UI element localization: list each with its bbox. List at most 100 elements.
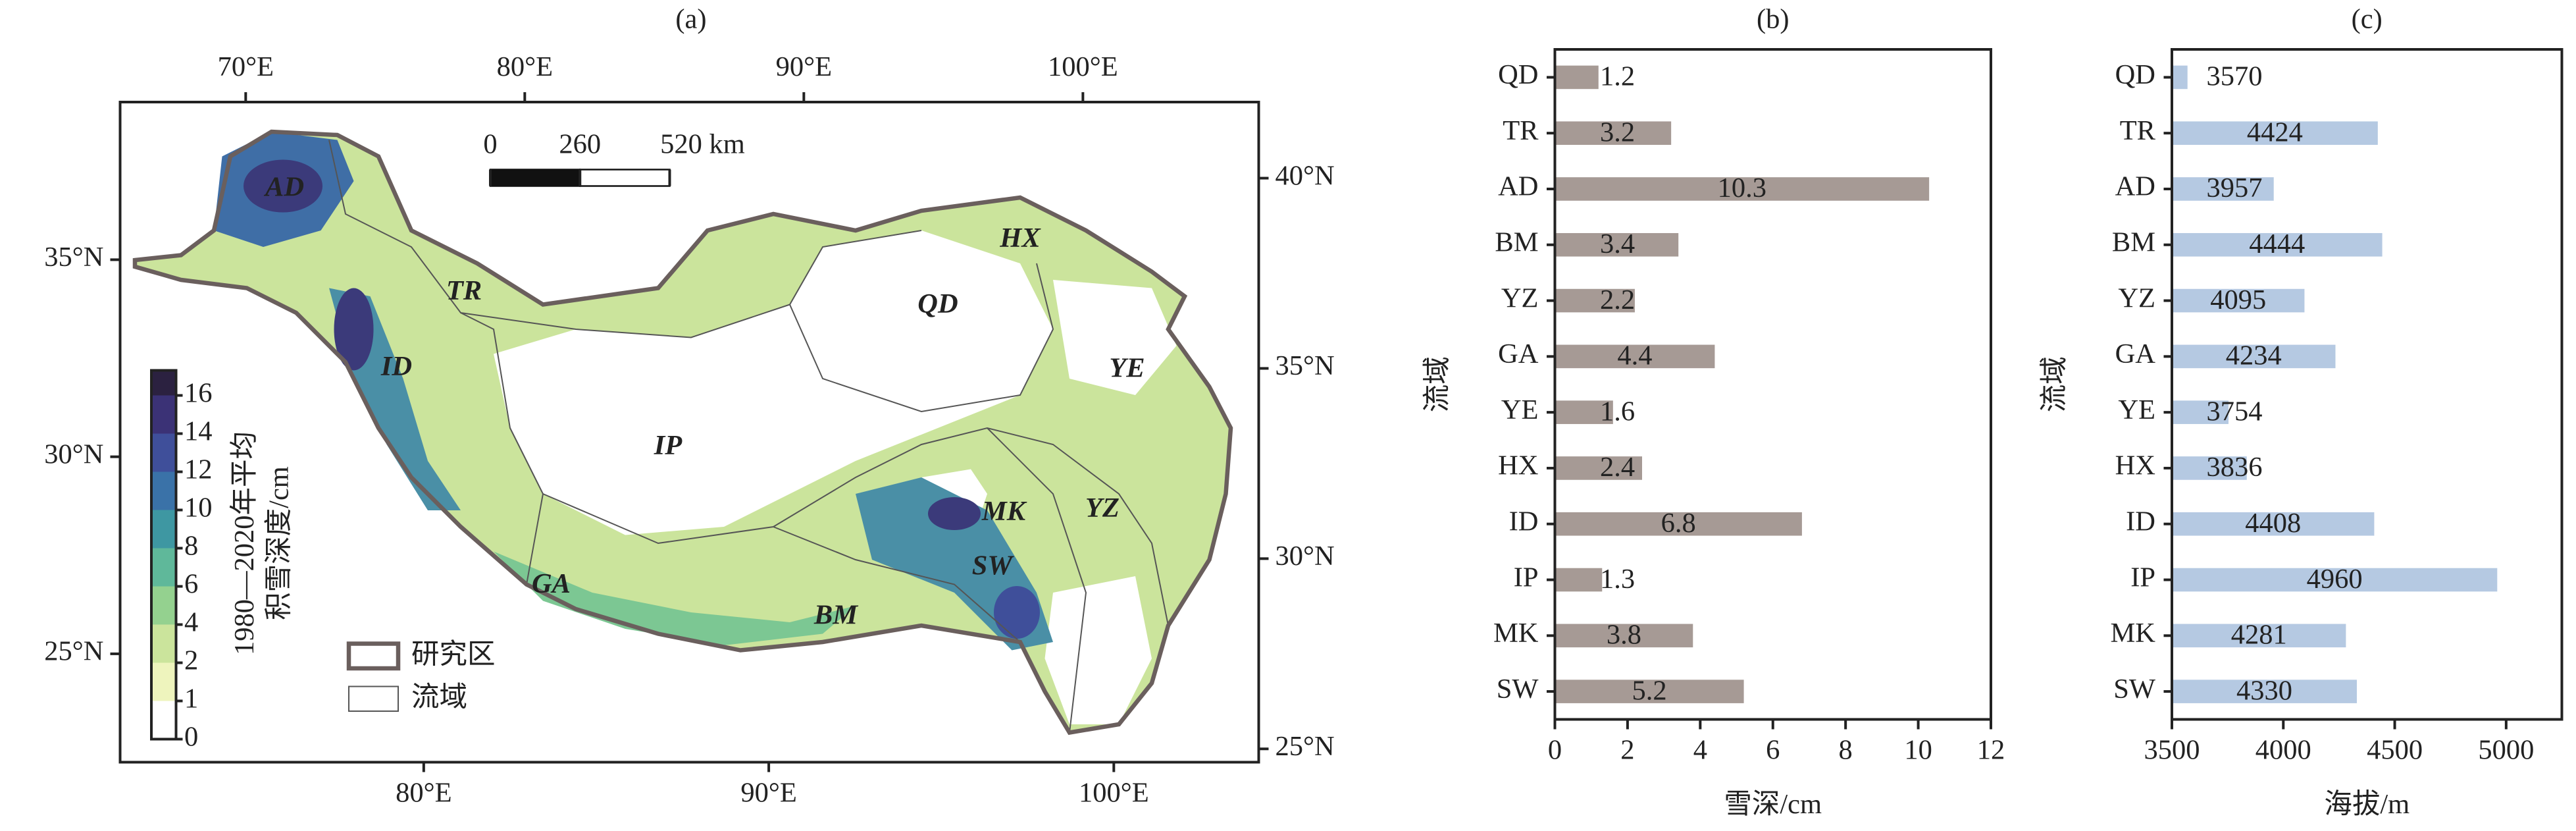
y-tick-label: BM [1495, 227, 1538, 258]
scale-label: 0 [483, 128, 497, 159]
value-label: 3957 [2207, 173, 2263, 203]
colorbar-tick-label: 4 [184, 606, 198, 637]
y-tick-label: YZ [1501, 282, 1539, 313]
basin-label: HX [999, 223, 1041, 254]
panel-title: (b) [1757, 3, 1790, 34]
colorbar-frame [150, 369, 178, 741]
legend-swatch [346, 641, 401, 671]
y-tick-label: 30°N [44, 439, 103, 469]
y-tick-label: YZ [2118, 282, 2155, 313]
bar [1555, 121, 1672, 145]
x-tick-label: 100°E [1079, 777, 1149, 808]
axes-frame [1553, 48, 1993, 721]
bar [1555, 624, 1693, 648]
colorbar-segment [151, 624, 176, 663]
legend-label: 流域 [411, 682, 467, 712]
x-tick-label: 10 [1904, 734, 1932, 765]
bar [2172, 512, 2375, 536]
deep-snow [244, 159, 322, 213]
y-tick-label: HX [1498, 450, 1538, 481]
colorbar-tick-label: 1 [184, 683, 198, 714]
y-tick-label: HX [2115, 450, 2155, 481]
study-area-outline [132, 129, 1233, 736]
value-label: 4.4 [1617, 340, 1652, 371]
bar [1555, 177, 1930, 201]
y-tick-label: BM [2112, 227, 2155, 258]
bar [2172, 456, 2247, 480]
y-tick-label: AD [2115, 171, 2155, 202]
legend-swatch [348, 685, 399, 712]
bar [1555, 512, 1802, 536]
x-axis-label: 海拔/m [2324, 789, 2409, 820]
basin-boundary [328, 140, 544, 585]
colorbar-segment [151, 433, 176, 472]
deep-snow [928, 497, 981, 530]
x-tick-label: 12 [1977, 734, 2005, 765]
colorbar-segment [151, 548, 176, 587]
basin-label: TR [446, 275, 482, 306]
bar [2172, 65, 2188, 90]
bar [2172, 624, 2346, 648]
basin-label: GA [532, 568, 571, 599]
value-label: 4444 [2249, 228, 2305, 259]
value-label: 10.3 [1718, 173, 1766, 203]
y-tick-label: 25°N [44, 636, 103, 667]
colorbar-label: 1980—2020年平均 [229, 431, 260, 655]
y-tick-label: QD [1498, 59, 1538, 90]
y-tick-label: AD [1498, 171, 1538, 202]
value-label: 4281 [2231, 620, 2287, 651]
basin-boundary [789, 263, 1054, 413]
bar [1555, 568, 1603, 592]
colorbar-tick-label: 2 [184, 645, 198, 676]
y-tick-label: 25°N [1275, 731, 1335, 762]
colorbar-segment [151, 586, 176, 625]
basin-label: AD [263, 171, 304, 202]
legend-label: 研究区 [411, 639, 496, 670]
y-tick-label: 35°N [44, 242, 103, 273]
bar [2172, 177, 2274, 201]
basin-boundary [542, 427, 1169, 626]
x-tick-label: 4500 [2367, 734, 2423, 765]
colorbar-tick-label: 8 [184, 530, 198, 561]
no-snow-area [1053, 280, 1177, 395]
basin-label: ID [380, 351, 412, 382]
y-tick-label: 30°N [1275, 541, 1335, 572]
bar [2172, 568, 2498, 592]
no-snow-area [1044, 576, 1152, 724]
value-label: 4234 [2226, 340, 2282, 371]
x-tick-label: 8 [1839, 734, 1853, 765]
x-tick-label: 2 [1620, 734, 1634, 765]
basin-boundary [987, 427, 1087, 733]
x-tick-label: 100°E [1048, 51, 1118, 82]
colorbar-segment [151, 395, 176, 434]
basin-label: IP [654, 430, 683, 461]
value-label: 1.3 [1600, 564, 1635, 595]
basin-label: MK [981, 496, 1027, 527]
value-label: 1.2 [1600, 61, 1635, 92]
colorbar-tick-label: 16 [184, 377, 213, 408]
x-tick-label: 80°E [497, 51, 553, 82]
bar [2172, 288, 2305, 313]
colorbar-tick-label: 12 [184, 454, 213, 485]
y-axis-label: 流域 [2039, 356, 2070, 412]
bar [1555, 65, 1599, 90]
scale-label: 520 km [660, 128, 745, 159]
value-label: 3.4 [1600, 228, 1635, 259]
colorbar-segment [151, 471, 176, 510]
deep-snow [334, 288, 374, 371]
y-tick-label: TR [2120, 115, 2156, 146]
value-label: 4960 [2307, 564, 2363, 595]
x-tick-label: 90°E [776, 51, 832, 82]
scale-label: 260 [559, 128, 601, 159]
value-label: 3836 [2207, 452, 2263, 483]
bar [2172, 232, 2383, 257]
colorbar-segment [151, 370, 176, 396]
y-tick-label: QD [2115, 59, 2155, 90]
y-tick-label: TR [1503, 115, 1539, 146]
basin-label: SW [972, 550, 1015, 581]
bar [2172, 344, 2336, 369]
y-tick-label: IP [2130, 562, 2155, 593]
x-tick-label: 0 [1548, 734, 1562, 765]
colorbar-tick-label: 10 [184, 492, 213, 523]
